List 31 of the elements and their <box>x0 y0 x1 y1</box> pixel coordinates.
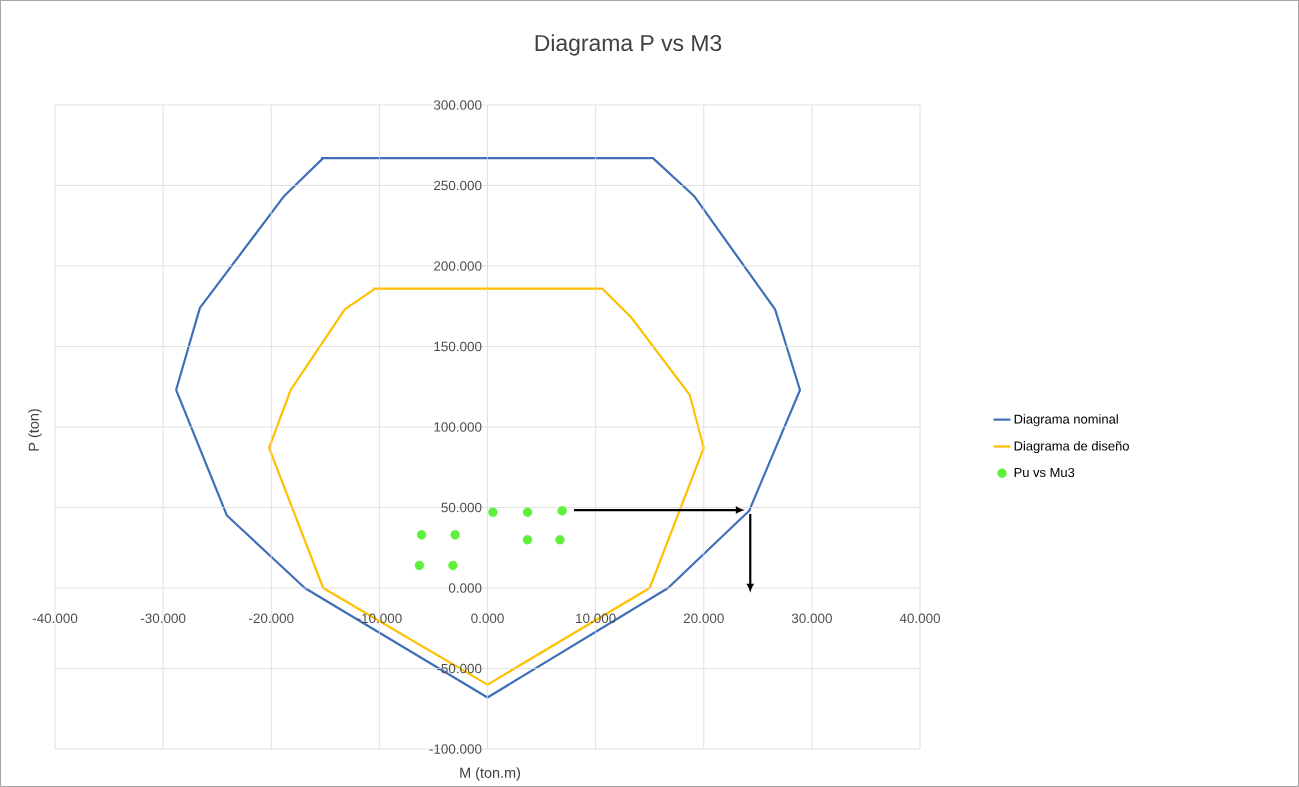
y-tick-label: 100.000 <box>434 422 482 432</box>
y-axis-title: P (ton) <box>28 409 42 451</box>
y-tick-label: 150.000 <box>434 341 482 352</box>
x-tick-label: 0.000 <box>471 613 504 624</box>
point <box>488 507 498 518</box>
x-axis-title: M (ton.m) <box>460 767 521 781</box>
y-tick-label: 250.000 <box>434 180 482 191</box>
point <box>416 530 427 540</box>
y-tick-label: 0.000 <box>448 583 482 593</box>
x-tick-label: -30.000 <box>140 613 186 624</box>
x-tick-label: -20.000 <box>249 613 294 624</box>
x-tick-label: 40.000 <box>899 613 941 624</box>
point <box>414 560 425 571</box>
y-tick-label: 300.000 <box>433 100 482 110</box>
x-tick-label: 20.000 <box>683 613 724 624</box>
y-tick-label: 200.000 <box>434 261 482 271</box>
legend-label: Diagrama nominal <box>1014 414 1118 427</box>
x-tick-label: 30.000 <box>791 613 832 624</box>
point <box>557 506 567 516</box>
point <box>555 534 565 545</box>
point <box>448 560 458 571</box>
point <box>522 507 533 518</box>
y-tick-label: -50.000 <box>436 663 482 674</box>
legend-label: Diagrama de diseño <box>1014 441 1129 454</box>
x-tick-label: -40.000 <box>32 613 78 624</box>
y-tick-label: 50.000 <box>441 502 482 513</box>
point <box>450 530 460 540</box>
chart-title: Diagrama P vs M3 <box>535 34 722 56</box>
y-tick-label: -100.000 <box>429 744 482 754</box>
legend-label: Pu vs Mu3 <box>1014 467 1075 478</box>
point <box>522 534 533 545</box>
